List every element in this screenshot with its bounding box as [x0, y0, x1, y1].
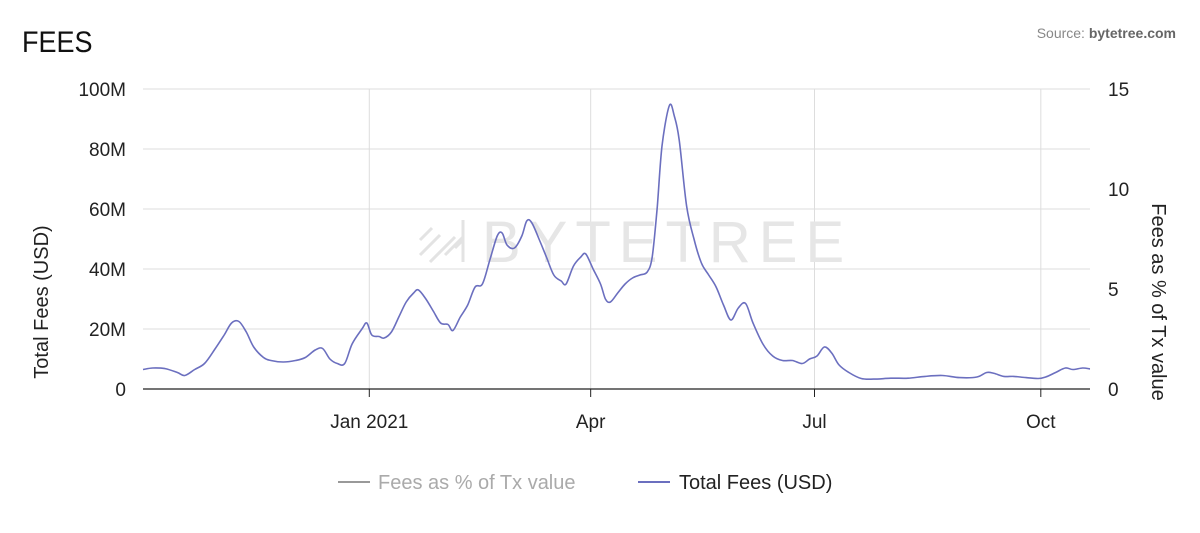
- axes: 0 20M 40M 60M 80M 100M 0 5 10 15 Jan 2021 Apr Jul Oct: [78, 80, 1129, 433]
- y-tick-label: 20M: [89, 320, 126, 341]
- series-lines[interactable]: [142, 103, 1091, 381]
- y-tick-label: 60M: [89, 200, 126, 221]
- source-credit[interactable]: Source: bytetree.com: [1037, 25, 1176, 41]
- watermark-logo-icon: [418, 220, 465, 264]
- x-tick-label: Jan 2021: [330, 412, 408, 433]
- source-link[interactable]: bytetree.com: [1088, 25, 1176, 41]
- y-tick-label: 80M: [89, 140, 126, 161]
- y-axis-label: Total Fees (USD): [31, 225, 53, 378]
- x-tick-label: Oct: [1026, 412, 1056, 433]
- y2-tick-label: 0: [1108, 380, 1119, 401]
- y-tick-label: 0: [115, 380, 126, 401]
- legend-label-fees-pct: Fees as % of Tx value: [378, 472, 576, 494]
- watermark-text: BYTETREE: [482, 210, 852, 275]
- source-prefix: Source:: [1036, 25, 1089, 41]
- grid-lines: [143, 88, 1090, 389]
- legend-item-fees-pct[interactable]: Fees as % of Tx value: [338, 472, 576, 494]
- chart-title: FEES: [22, 26, 93, 59]
- y2-axis-label: Fees as % of Tx value: [1147, 203, 1169, 401]
- y2-tick-label: 5: [1108, 280, 1119, 301]
- legend-label-total-fees: Total Fees (USD): [679, 472, 832, 494]
- series-line-total-fees[interactable]: [142, 103, 1091, 381]
- y2-tick-label: 10: [1108, 180, 1129, 201]
- x-tick-label: Jul: [802, 412, 826, 433]
- legend-item-total-fees[interactable]: Total Fees (USD): [638, 472, 832, 494]
- watermark: BYTETREE: [418, 210, 852, 275]
- y2-tick-label: 15: [1108, 80, 1129, 101]
- y-tick-label: 100M: [78, 80, 126, 101]
- x-tick-label: Apr: [576, 412, 606, 433]
- legend[interactable]: Fees as % of Tx value Total Fees (USD): [338, 472, 832, 494]
- y-tick-label: 40M: [89, 260, 126, 281]
